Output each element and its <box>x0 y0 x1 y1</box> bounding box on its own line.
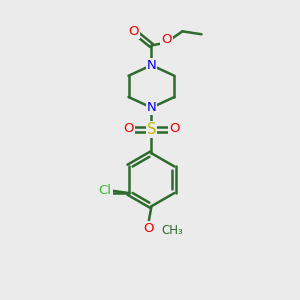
Text: S: S <box>147 122 156 137</box>
Text: Cl: Cl <box>98 184 112 197</box>
Text: O: O <box>161 33 172 46</box>
Text: O: O <box>143 222 154 235</box>
Text: N: N <box>147 59 156 72</box>
Text: O: O <box>129 25 139 38</box>
Text: O: O <box>169 122 180 135</box>
Text: O: O <box>123 122 134 135</box>
Text: N: N <box>147 101 156 114</box>
Text: CH₃: CH₃ <box>162 224 184 237</box>
